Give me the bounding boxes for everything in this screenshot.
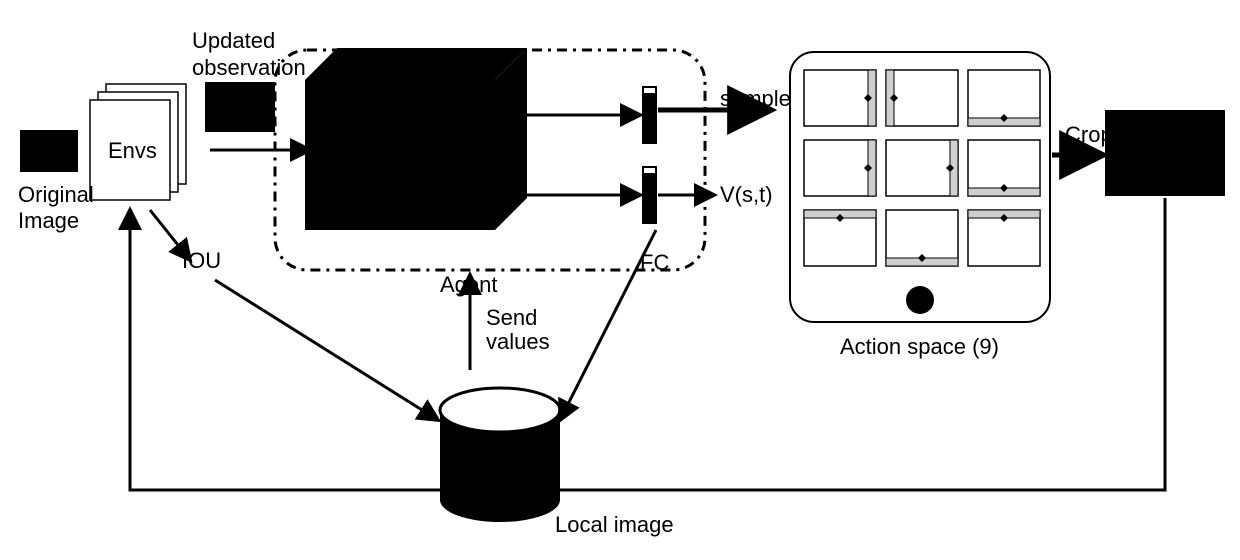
agent-label: Agent: [440, 272, 498, 298]
crop-label: Crop: [1065, 122, 1113, 148]
updated-observation-label-line2: observation: [192, 55, 306, 81]
fc-label: FC: [640, 250, 669, 276]
local-image-label: Local image: [555, 512, 674, 538]
action-space-label: Action space (9): [840, 334, 999, 360]
send-values-label: Send values: [486, 306, 566, 354]
diagram-canvas: [0, 0, 1240, 560]
sample-label: sample: [720, 86, 791, 112]
iou-label: IOU: [182, 248, 221, 274]
updated-observation-label-line1: Updated: [192, 28, 275, 54]
vst-label: V(s,t): [720, 182, 773, 208]
original-image-label-line1: Original: [18, 182, 94, 208]
original-image-label-line2: Image: [18, 208, 79, 234]
envs-label: Envs: [108, 138, 157, 164]
